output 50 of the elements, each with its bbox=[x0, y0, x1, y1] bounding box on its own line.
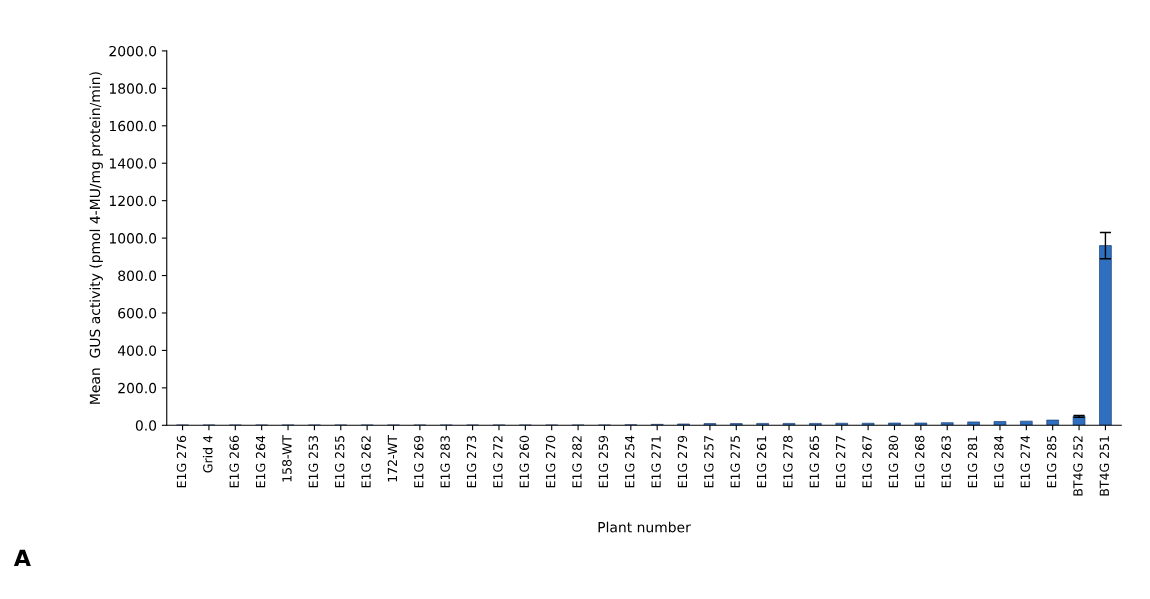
x-tick-label: E1G 266 bbox=[229, 435, 239, 488]
x-tick-label: E1G 270 bbox=[545, 435, 556, 488]
x-tick-label: E1G 284 bbox=[994, 435, 1004, 488]
y-tick-label: 1200.0 bbox=[109, 195, 157, 207]
y-tick-label: 0.0 bbox=[135, 420, 157, 431]
x-tick-label: E1G 263 bbox=[941, 436, 951, 488]
y-tick-label: 200.0 bbox=[118, 382, 157, 394]
x-tick-label: 158-WT bbox=[282, 434, 292, 482]
x-tick-label: E1G 279 bbox=[677, 435, 688, 488]
x-tick-label: E1G 276 bbox=[176, 435, 187, 488]
x-tick-label: E1G 272 bbox=[493, 436, 503, 488]
text: A bbox=[13, 549, 31, 567]
x-tick-label: E1G 253 bbox=[308, 436, 319, 488]
y-tick-label: 1400.0 bbox=[109, 158, 157, 169]
x-tick-label: E1G 278 bbox=[783, 435, 793, 488]
x-tick-label: E1G 283 bbox=[440, 436, 450, 488]
x-tick-label: E1G 261 bbox=[756, 436, 767, 488]
x-tick-label: E1G 271 bbox=[651, 436, 661, 488]
x-tick-label: E1G 267 bbox=[862, 436, 872, 488]
x-tick-label: E1G 273 bbox=[466, 436, 477, 488]
x-tick-label: BT4G 252 bbox=[1073, 436, 1083, 496]
y-tick-label: 1600.0 bbox=[109, 120, 157, 132]
x-tick-label: E1G 259 bbox=[598, 435, 609, 488]
x-tick-label: BT4G 251 bbox=[1099, 436, 1110, 496]
x-tick-label: 172-WT bbox=[387, 434, 397, 482]
x-tick-label: E1G 265 bbox=[809, 436, 820, 488]
x-tick-label: E1G 277 bbox=[835, 436, 846, 488]
x-tick-label: E1G 282 bbox=[572, 436, 582, 488]
x-tick-label: Grid 4 bbox=[202, 435, 213, 473]
x-tick-label: E1G 257 bbox=[704, 436, 714, 488]
y-axis-title: Mean GUS activity (pmol 4-MU/mg protein/min) bbox=[89, 72, 103, 404]
x-tick-label: E1G 264 bbox=[255, 435, 266, 488]
y-tick-label: 400.0 bbox=[117, 345, 157, 356]
y-tick-label: 2000.0 bbox=[109, 45, 157, 57]
y-tick-label: 1000.0 bbox=[109, 233, 157, 244]
y-tick-label: 800.0 bbox=[118, 270, 157, 282]
x-tick-label: E1G 274 bbox=[1020, 435, 1030, 488]
x-axis-title: Plant number bbox=[598, 521, 691, 533]
x-tick-label: E1G 255 bbox=[334, 436, 345, 488]
x-tick-label: E1G 285 bbox=[1046, 436, 1057, 488]
x-tick-label: E1G 268 bbox=[915, 435, 925, 488]
x-tick-label: E1G 275 bbox=[730, 436, 740, 488]
x-tick-label: E1G 280 bbox=[888, 435, 899, 488]
y-tick-label: 600.0 bbox=[118, 307, 157, 319]
y-tick-label: 1800.0 bbox=[109, 83, 157, 94]
x-tick-label: E1G 254 bbox=[624, 435, 635, 488]
x-tick-label: E1G 262 bbox=[361, 436, 371, 488]
x-tick-label: E1G 269 bbox=[414, 435, 424, 488]
x-tick-label: E1G 260 bbox=[519, 435, 529, 488]
x-tick-label: E1G 281 bbox=[967, 436, 978, 488]
